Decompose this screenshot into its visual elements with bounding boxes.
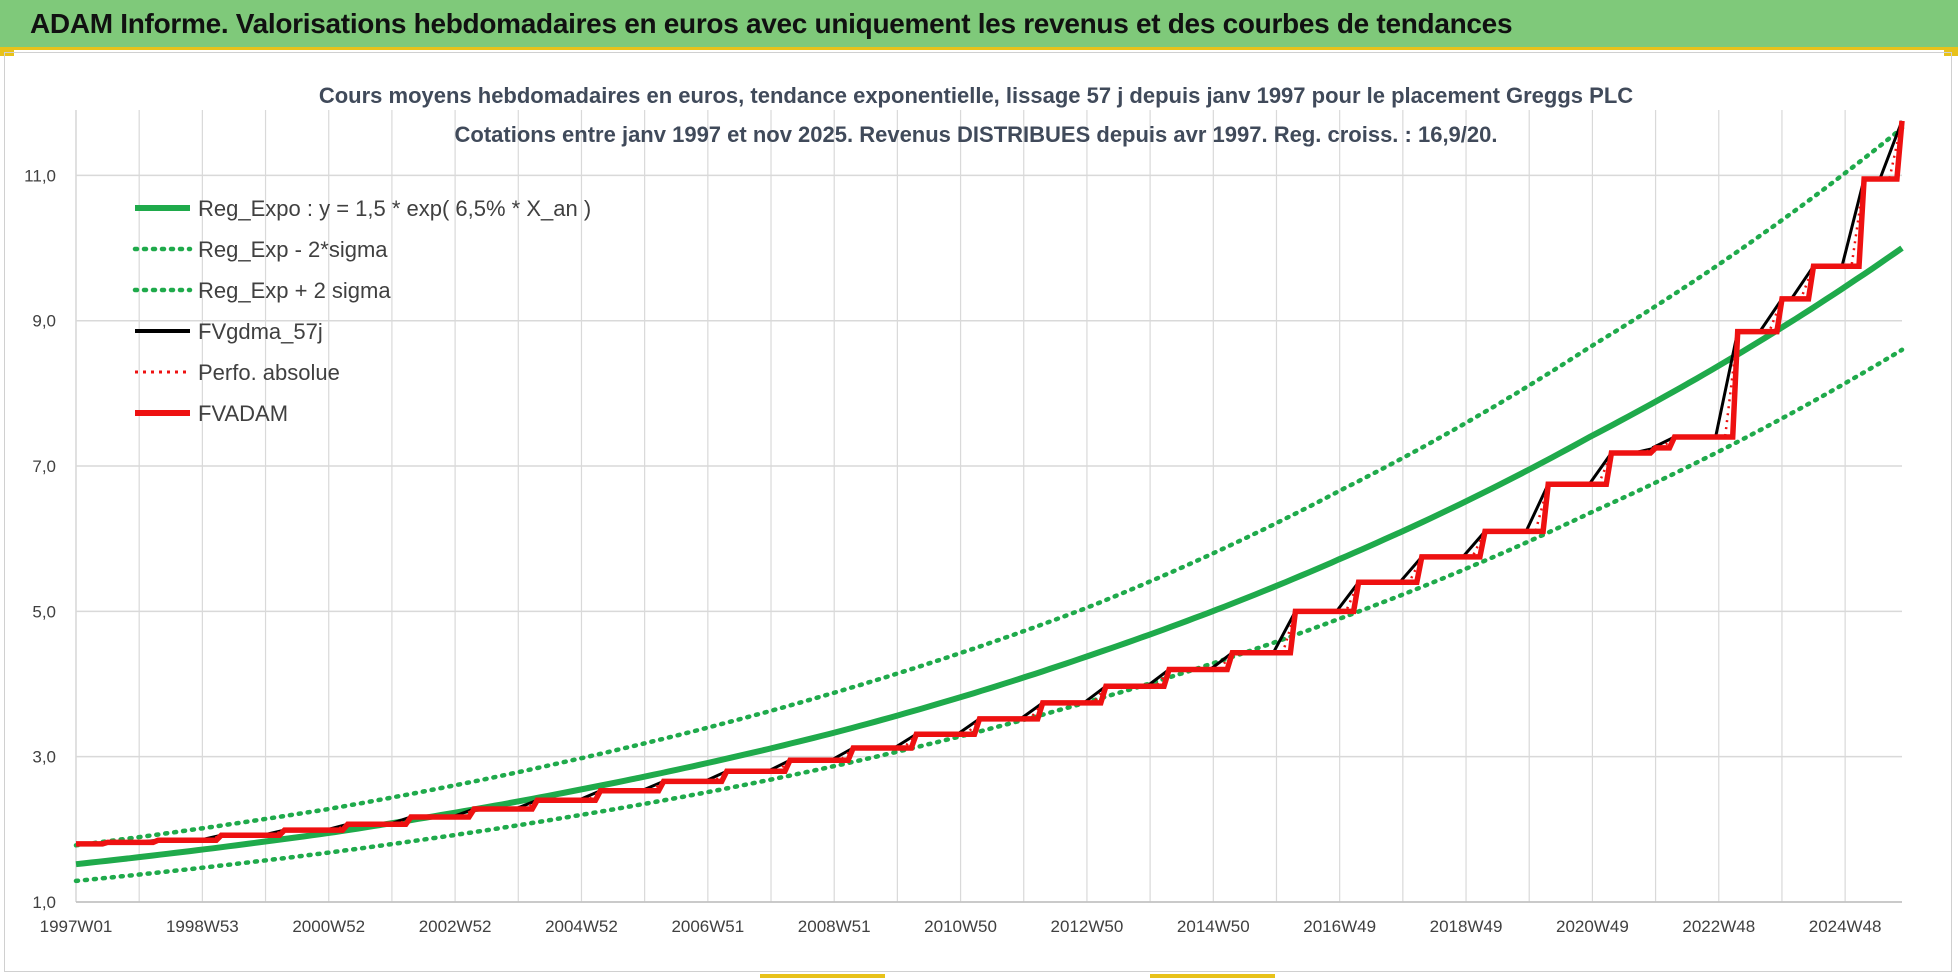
y-tick-label: 1,0 [32, 893, 56, 912]
series-line-fvgdma-57j [76, 120, 1904, 846]
series-line-reg-expo-y-1-5-exp-6-5-x-an [75, 245, 1904, 868]
bottom-mark-2 [1150, 974, 1275, 978]
legend-label-reg-exp-2-sigma: Reg_Exp - 2*sigma [198, 237, 388, 262]
bottom-mark-1 [760, 974, 885, 978]
y-tick-label: 7,0 [32, 457, 56, 476]
legend-label-reg-expo-y-1-5-exp-6-5-x-an: Reg_Expo : y = 1,5 * exp( 6,5% * X_an ) [198, 196, 591, 221]
x-tick-label: 2002W52 [419, 917, 492, 936]
x-tick-label: 2024W48 [1809, 917, 1882, 936]
x-tick-label: 2008W51 [798, 917, 871, 936]
series-line-perfo-absolue [76, 120, 1904, 846]
x-tick-label: 2016W49 [1303, 917, 1376, 936]
header-banner: ADAM Informe. Valorisations hebdomadaire… [0, 0, 1958, 50]
legend-label-perfo-absolue: Perfo. absolue [198, 360, 340, 385]
chart-title-line-2: Cotations entre janv 1997 et nov 2025. R… [455, 122, 1498, 147]
y-tick-label: 9,0 [32, 312, 56, 331]
x-tick-label: 2022W48 [1682, 917, 1755, 936]
y-axis: 1,0 3,0 5,0 7,0 9,0 11,0 [24, 166, 56, 912]
x-axis: 1997W01 1998W53 2000W52 2002W52 2004W52 2006W… [40, 917, 1882, 936]
x-tick-label: 2000W52 [292, 917, 365, 936]
chart-frame [4, 52, 1952, 972]
corner-mark-left [0, 50, 14, 56]
legend-label-reg-exp-2-sigma: Reg_Exp + 2 sigma [198, 278, 391, 303]
legend-label-fvgdma-57j: FVgdma_57j [198, 319, 323, 344]
x-tick-label: 2012W50 [1051, 917, 1124, 936]
y-tick-label: 5,0 [32, 602, 56, 621]
legend-label-fvadam: FVADAM [198, 401, 288, 426]
y-tick-label: 11,0 [24, 166, 56, 185]
series-group [73, 120, 1905, 884]
x-tick-label: 2006W51 [671, 917, 744, 936]
chart-title-line-1: Cours moyens hebdomadaires en euros, ten… [319, 83, 1633, 108]
x-tick-label: 2020W49 [1556, 917, 1629, 936]
series-line-fvadam [76, 120, 1905, 847]
legend: Reg_Expo : y = 1,5 * exp( 6,5% * X_an ) R… [132, 196, 591, 426]
series-line-reg-exp-2-sigma [73, 347, 1905, 884]
grid [75, 110, 1902, 903]
series-line-reg-exp-2-sigma [73, 125, 1905, 848]
page-title: ADAM Informe. Valorisations hebdomadaire… [30, 8, 1513, 39]
x-tick-label: 2004W52 [545, 917, 618, 936]
x-tick-label: 1998W53 [166, 917, 239, 936]
x-tick-label: 2018W49 [1430, 917, 1503, 936]
x-tick-label: 2014W50 [1177, 917, 1250, 936]
y-tick-label: 3,0 [32, 748, 56, 767]
x-tick-label: 2010W50 [924, 917, 997, 936]
x-tick-label: 1997W01 [40, 917, 113, 936]
